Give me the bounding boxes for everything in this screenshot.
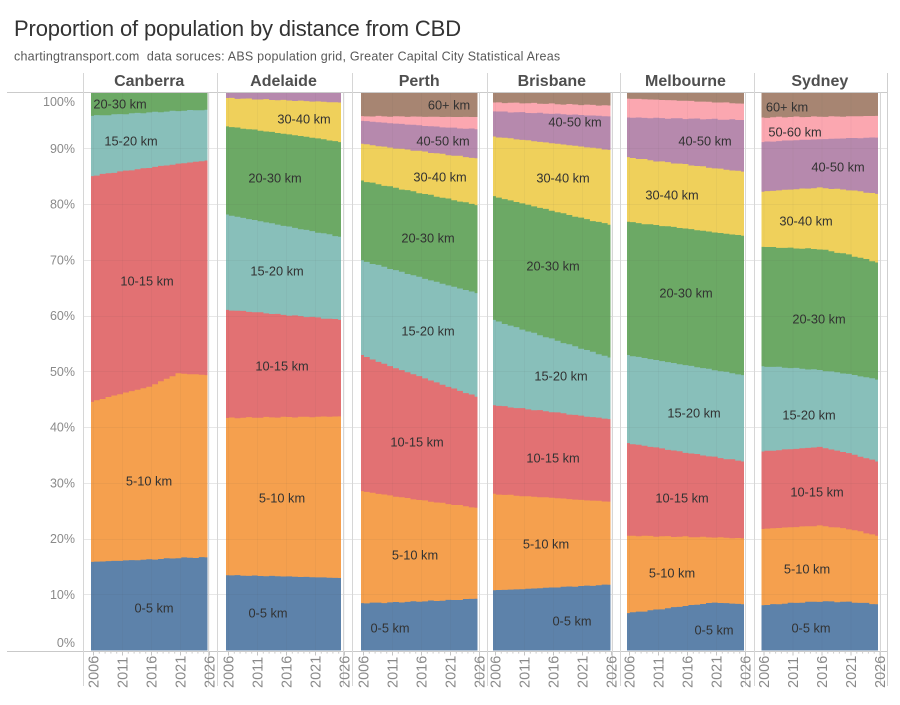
svg-text:15-20 km: 15-20 km [782, 407, 835, 422]
svg-text:20-30 km: 20-30 km [401, 230, 454, 245]
svg-text:30-40 km: 30-40 km [413, 169, 466, 184]
svg-text:0-5 km: 0-5 km [134, 600, 173, 615]
svg-text:10-15 km: 10-15 km [790, 484, 843, 499]
svg-text:0-5 km: 0-5 km [248, 605, 287, 620]
svg-text:2016: 2016 [815, 656, 831, 688]
svg-text:0-5 km: 0-5 km [370, 620, 409, 635]
svg-text:2026: 2026 [473, 656, 489, 688]
svg-text:5-10 km: 5-10 km [392, 547, 438, 562]
svg-text:10-15 km: 10-15 km [526, 450, 579, 465]
svg-text:2016: 2016 [145, 656, 161, 688]
svg-text:2026: 2026 [605, 656, 621, 688]
svg-text:30-40 km: 30-40 km [536, 170, 589, 185]
svg-text:2006: 2006 [222, 656, 238, 688]
svg-text:Canberra: Canberra [114, 73, 184, 90]
svg-text:Brisbane: Brisbane [518, 73, 587, 90]
svg-text:20-30 km: 20-30 km [526, 258, 579, 273]
svg-text:20-30 km: 20-30 km [659, 285, 712, 300]
svg-text:60+ km: 60+ km [428, 97, 470, 112]
svg-text:2016: 2016 [681, 656, 697, 688]
svg-text:2006: 2006 [489, 656, 505, 688]
svg-text:2026: 2026 [338, 656, 354, 688]
svg-text:50%: 50% [50, 365, 75, 379]
svg-text:0-5 km: 0-5 km [552, 613, 591, 628]
svg-text:2016: 2016 [415, 656, 431, 688]
svg-text:10-15 km: 10-15 km [390, 434, 443, 449]
svg-text:Melbourne: Melbourne [645, 73, 726, 90]
svg-text:10%: 10% [50, 588, 75, 602]
svg-text:5-10 km: 5-10 km [649, 565, 695, 580]
svg-text:2021: 2021 [710, 656, 726, 688]
svg-text:40-50 km: 40-50 km [416, 133, 469, 148]
svg-text:20-30 km: 20-30 km [248, 170, 301, 185]
svg-text:30%: 30% [50, 476, 75, 490]
svg-text:60%: 60% [50, 309, 75, 323]
svg-text:10-15 km: 10-15 km [120, 273, 173, 288]
svg-text:5-10 km: 5-10 km [259, 490, 305, 505]
svg-text:100%: 100% [43, 95, 75, 109]
svg-text:Proportion of population by di: Proportion of population by distance fro… [14, 16, 461, 41]
svg-text:15-20 km: 15-20 km [250, 263, 303, 278]
svg-text:5-10 km: 5-10 km [523, 536, 569, 551]
svg-text:2026: 2026 [739, 656, 755, 688]
svg-text:Perth: Perth [399, 73, 440, 90]
svg-text:2006: 2006 [757, 656, 773, 688]
svg-text:0-5 km: 0-5 km [694, 622, 733, 637]
svg-text:40-50 km: 40-50 km [811, 159, 864, 174]
svg-text:10-15 km: 10-15 km [255, 358, 308, 373]
svg-text:40-50 km: 40-50 km [548, 114, 601, 129]
svg-text:15-20 km: 15-20 km [401, 323, 454, 338]
svg-text:5-10 km: 5-10 km [126, 473, 172, 488]
svg-text:10-15 km: 10-15 km [655, 490, 708, 505]
svg-text:Adelaide: Adelaide [250, 73, 317, 90]
svg-text:20-30 km: 20-30 km [792, 311, 845, 326]
svg-text:2011: 2011 [386, 657, 402, 688]
svg-text:2006: 2006 [623, 656, 639, 688]
svg-text:70%: 70% [50, 253, 75, 267]
svg-text:30-40 km: 30-40 km [779, 213, 832, 228]
svg-text:15-20 km: 15-20 km [104, 133, 157, 148]
svg-text:2021: 2021 [844, 656, 860, 688]
svg-text:30-40 km: 30-40 km [277, 111, 330, 126]
svg-text:80%: 80% [50, 198, 75, 212]
svg-text:2011: 2011 [786, 657, 802, 688]
svg-text:30-40 km: 30-40 km [645, 187, 698, 202]
svg-text:2016: 2016 [280, 656, 296, 688]
svg-text:15-20 km: 15-20 km [534, 368, 587, 383]
svg-text:90%: 90% [50, 142, 75, 156]
svg-text:2026: 2026 [203, 656, 219, 688]
svg-text:15-20 km: 15-20 km [667, 405, 720, 420]
svg-text:0-5 km: 0-5 km [791, 620, 830, 635]
svg-text:2006: 2006 [87, 656, 103, 688]
svg-text:2021: 2021 [444, 656, 460, 688]
svg-text:2021: 2021 [309, 656, 325, 688]
svg-text:Sydney: Sydney [791, 73, 848, 90]
svg-text:2011: 2011 [518, 657, 534, 688]
svg-text:60+ km: 60+ km [766, 99, 808, 114]
svg-text:2011: 2011 [251, 657, 267, 688]
svg-text:2006: 2006 [357, 656, 373, 688]
svg-text:2026: 2026 [873, 656, 889, 688]
svg-text:2011: 2011 [652, 657, 668, 688]
svg-text:50-60 km: 50-60 km [768, 124, 821, 139]
svg-text:0%: 0% [57, 636, 75, 650]
svg-text:2016: 2016 [547, 656, 563, 688]
svg-text:40-50 km: 40-50 km [678, 133, 731, 148]
svg-text:2021: 2021 [576, 656, 592, 688]
svg-text:2021: 2021 [174, 656, 190, 688]
svg-text:40%: 40% [50, 421, 75, 435]
svg-text:2011: 2011 [116, 657, 132, 688]
svg-text:20%: 20% [50, 532, 75, 546]
svg-text:chartingtransport.com data so: chartingtransport.com data soruces: ABS … [14, 50, 560, 64]
svg-text:20-30 km: 20-30 km [93, 96, 146, 111]
svg-text:5-10 km: 5-10 km [784, 561, 830, 576]
